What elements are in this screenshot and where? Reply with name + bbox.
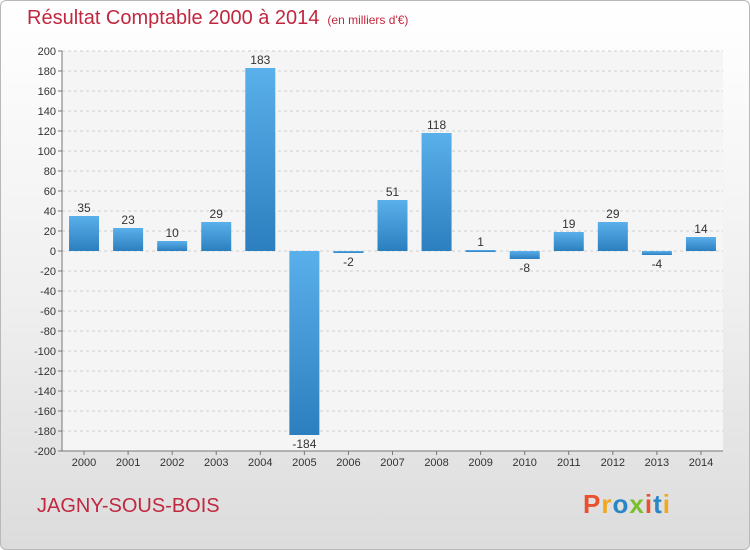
x-tick-label: 2006 [336, 457, 360, 469]
y-tick-label: -20 [40, 266, 56, 278]
x-tick-label: 2005 [292, 457, 316, 469]
x-tick-label: 2007 [380, 457, 404, 469]
y-tick-label: -40 [40, 286, 56, 298]
bar [377, 200, 408, 251]
y-tick-label: 180 [38, 66, 56, 78]
data-label: 29 [210, 207, 224, 221]
y-tick-label: 80 [44, 166, 56, 178]
city-name: JAGNY-SOUS-BOIS [37, 495, 220, 517]
y-tick-label: -140 [34, 386, 56, 398]
axes: -200-180-160-140-120-100-80-60-40-200204… [34, 46, 723, 469]
bar [289, 251, 320, 435]
logo-letter: t [653, 489, 663, 519]
bar [113, 228, 144, 251]
y-tick-label: 100 [38, 146, 56, 158]
data-label: 23 [121, 213, 135, 227]
bar [201, 222, 232, 251]
data-label: 29 [606, 207, 620, 221]
bar [333, 251, 364, 253]
data-label: 10 [165, 226, 179, 240]
bar [597, 222, 628, 251]
x-tick-label: 2013 [645, 457, 669, 469]
data-label: 118 [427, 118, 446, 132]
chart-title-text: Résultat Comptable 2000 à 2014 [27, 7, 320, 29]
bar [465, 250, 496, 252]
y-tick-label: -100 [34, 346, 56, 358]
data-label: 19 [562, 217, 576, 231]
logo-letter: P [583, 489, 602, 519]
bar [421, 133, 452, 251]
bars [69, 68, 716, 435]
y-tick-label: -160 [34, 406, 56, 418]
y-tick-label: 60 [44, 186, 56, 198]
bar [685, 237, 716, 251]
x-tick-label: 2003 [204, 457, 228, 469]
y-tick-label: -180 [34, 426, 56, 438]
y-tick-label: -120 [34, 366, 56, 378]
chart-title: Résultat Comptable 2000 à 2014 (en millie… [27, 7, 408, 30]
x-tick-label: 2012 [601, 457, 625, 469]
x-tick-label: 2011 [557, 457, 581, 469]
y-tick-label: -80 [40, 326, 56, 338]
data-label: 35 [77, 201, 91, 215]
x-tick-label: 2002 [160, 457, 184, 469]
y-tick-label: 40 [44, 206, 56, 218]
data-label: 183 [250, 53, 270, 67]
x-tick-label: 2004 [248, 457, 272, 469]
y-tick-label: 200 [38, 46, 56, 58]
y-tick-label: 140 [38, 106, 56, 118]
data-label: 51 [386, 185, 400, 199]
data-label: -8 [519, 261, 530, 275]
y-tick-label: 120 [38, 126, 56, 138]
data-labels: 35 23 10 29 183 -184 -2 51 118 1 -8 19 29 -4 14 [77, 53, 708, 451]
logo-letter: x [629, 489, 645, 519]
data-label: 1 [477, 235, 484, 249]
y-tick-label: 20 [44, 226, 56, 238]
bar [157, 241, 188, 251]
data-label: -184 [292, 437, 316, 451]
y-tick-label: 0 [50, 246, 56, 258]
x-tick-label: 2014 [689, 457, 713, 469]
bar [553, 232, 584, 251]
logo-letter: o [612, 489, 630, 519]
logo-letter: r [601, 489, 613, 519]
chart-subtitle: (en milliers d'€) [327, 13, 409, 27]
x-tick-label: 2008 [424, 457, 448, 469]
x-tick-label: 2001 [116, 457, 140, 469]
proxiti-logo[interactable]: Proxiti [583, 489, 671, 520]
y-tick-label: 160 [38, 86, 56, 98]
data-label: 14 [694, 222, 708, 236]
bar [69, 216, 100, 251]
x-tick-label: 2000 [72, 457, 96, 469]
x-tick-label: 2010 [512, 457, 536, 469]
bar [245, 68, 276, 251]
logo-letter: i [662, 489, 671, 519]
y-tick-label: -200 [34, 446, 56, 458]
bar [509, 251, 540, 259]
logo-letter: i [644, 489, 654, 519]
data-label: -2 [343, 255, 354, 269]
y-tick-label: -60 [40, 306, 56, 318]
bar [641, 251, 672, 255]
data-label: -4 [652, 257, 663, 271]
x-tick-label: 2009 [468, 457, 492, 469]
